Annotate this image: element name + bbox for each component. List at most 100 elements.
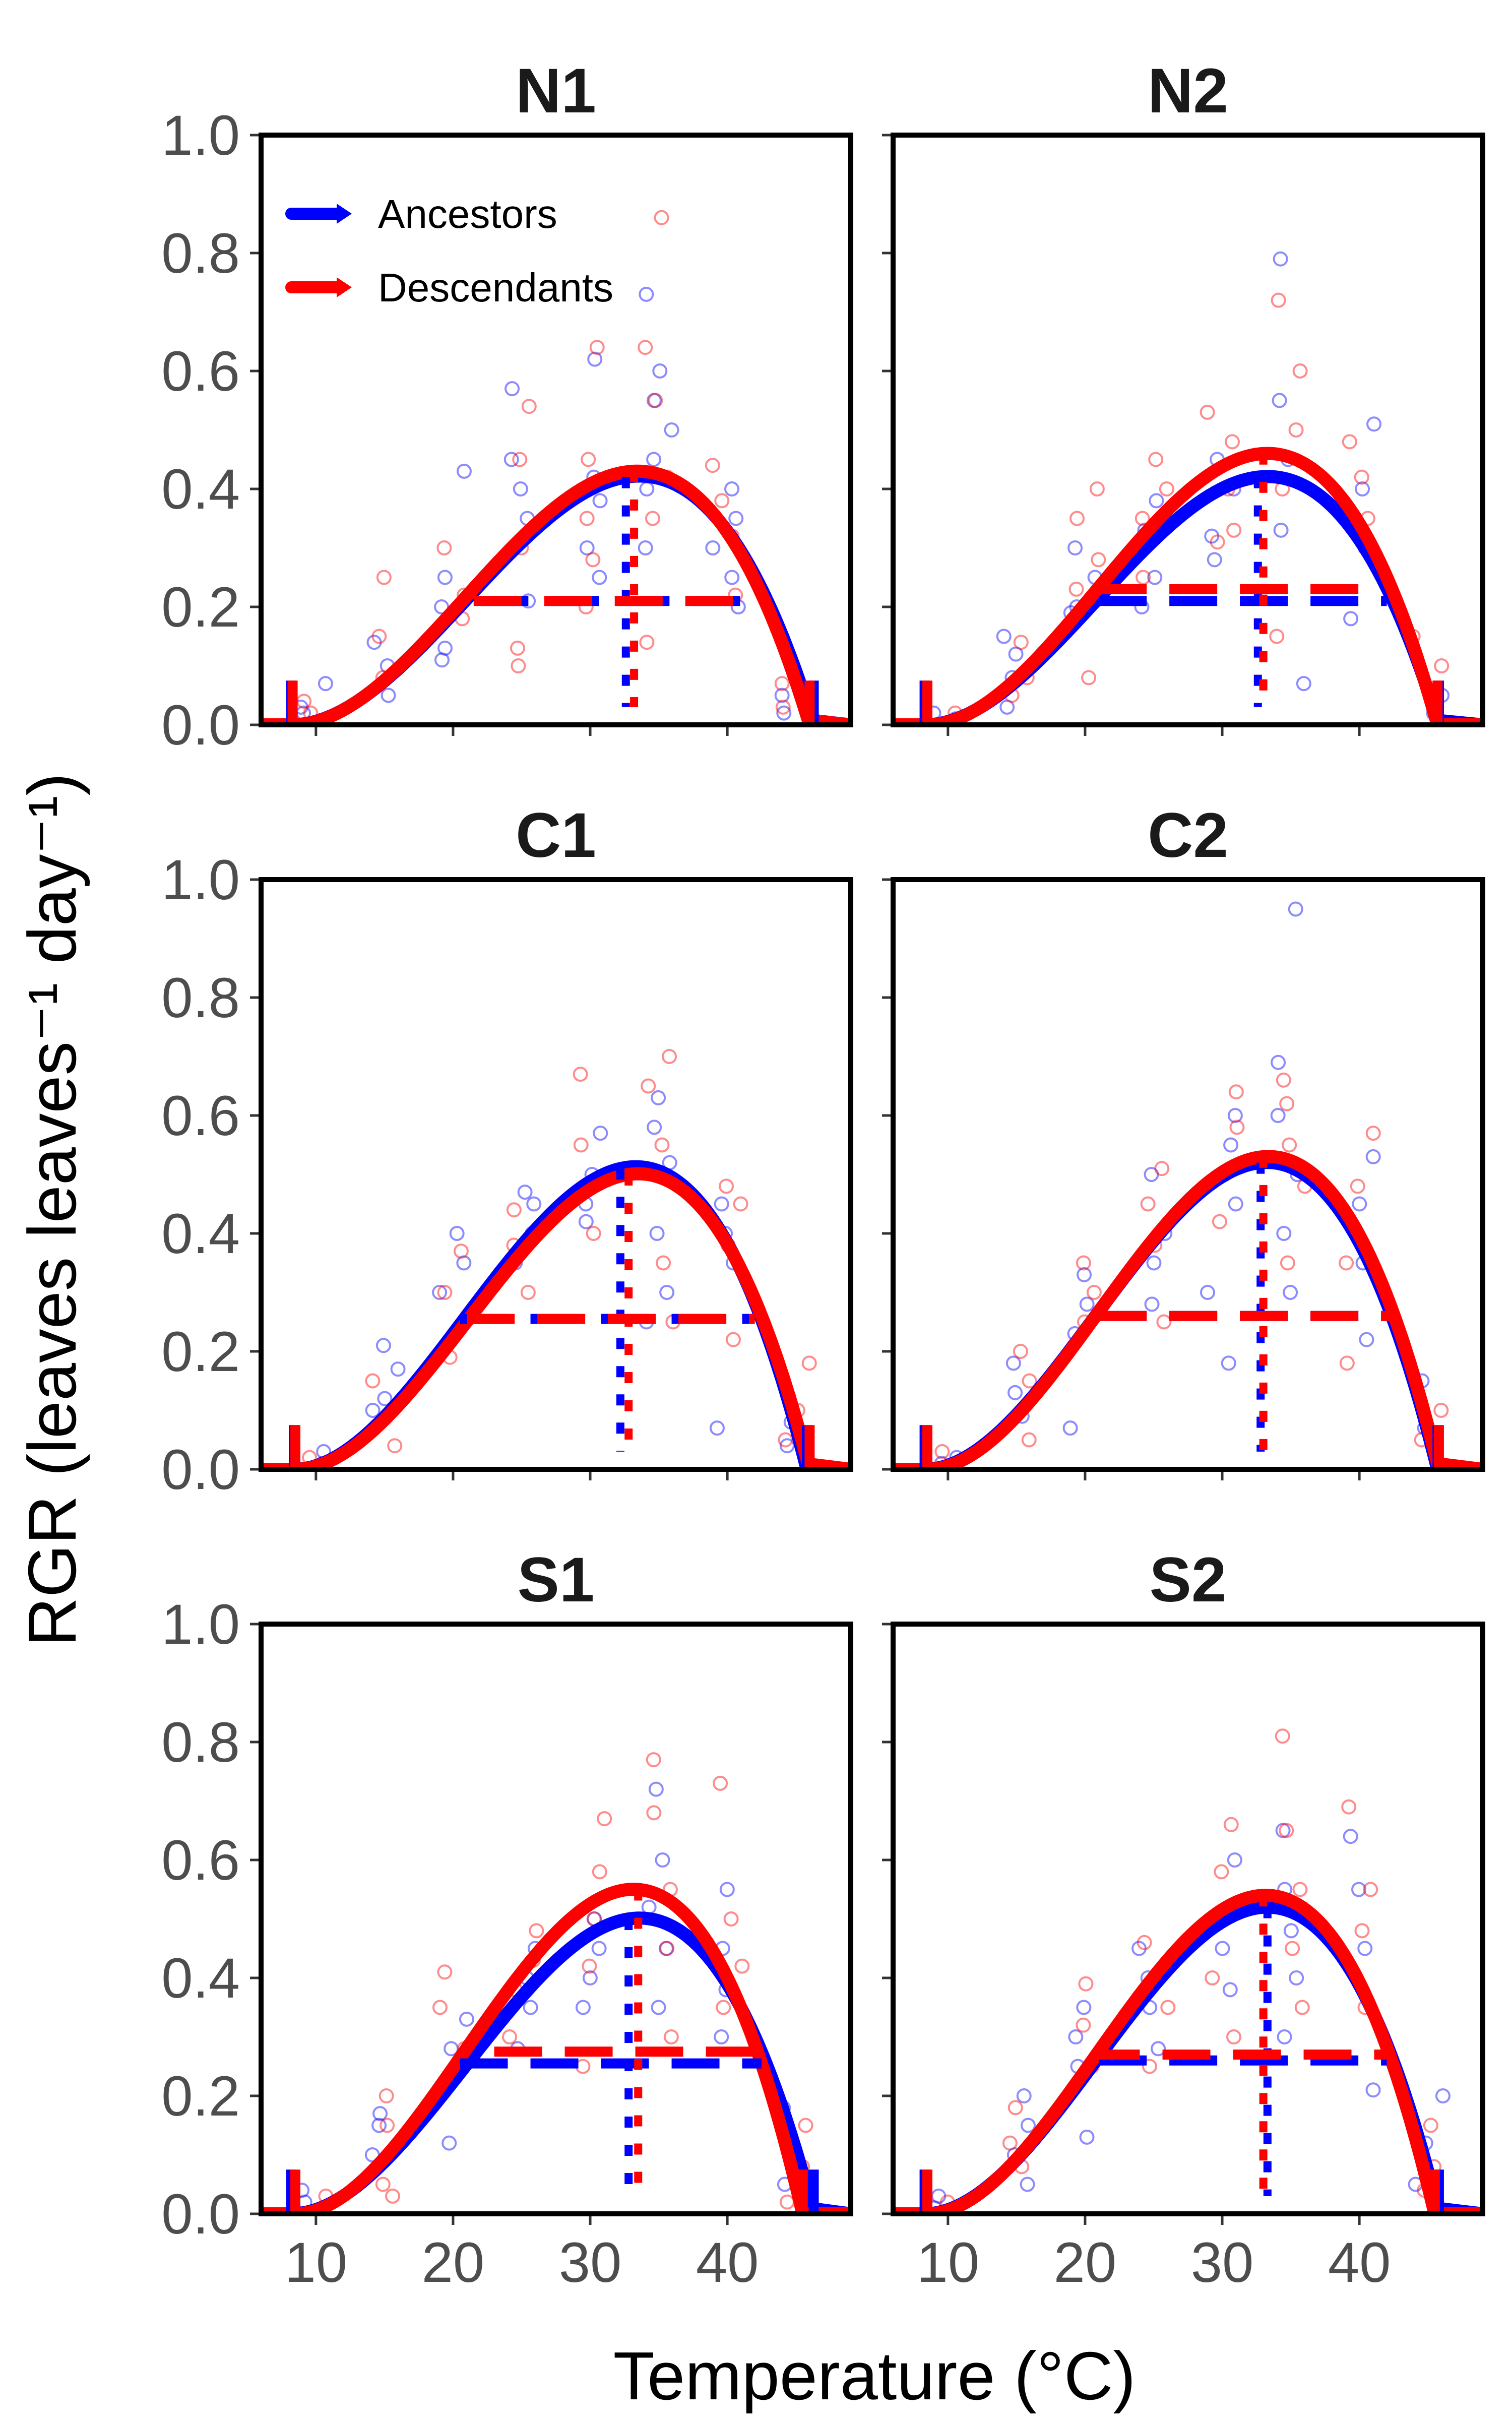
data-point-descendants [716,2000,731,2015]
data-point-descendants [432,2000,448,2015]
data-point-descendants [1078,1976,1094,1992]
data-point-ancestors [1222,1982,1238,1998]
data-point-ancestors [1351,1882,1367,1897]
x-tick-label: 40 [696,2231,759,2294]
data-point-descendants [1282,1137,1297,1153]
data-point-ancestors [999,699,1015,715]
data-point-ancestors [372,2106,388,2122]
data-point-ancestors [505,381,520,397]
data-point-ancestors [728,511,744,526]
data-point-ancestors [1227,1852,1242,1868]
y-tick-label: 0.6 [161,340,240,403]
data-point-descendants [705,458,720,473]
y-tick-label: 0.2 [161,576,240,639]
data-point-ancestors [1204,528,1220,544]
legend-label-descendants: Descendants [378,265,613,310]
data-point-ancestors [513,481,528,496]
data-point-ancestors [996,629,1012,644]
data-point-descendants [380,2118,395,2133]
data-point-descendants [1205,1970,1220,1985]
y-tick-label: 0.8 [161,966,240,1029]
data-point-descendants [1271,292,1286,308]
data-point-ancestors [648,1781,664,1797]
data-point-ancestors [442,2135,457,2151]
data-point-descendants [1226,2029,1242,2044]
data-point-descendants [646,1805,662,1821]
data-point-descendants [385,2188,401,2204]
plot-area [893,251,1483,725]
data-point-ancestors [1144,1296,1160,1312]
fitted-curve-descendants [893,1889,1483,2214]
data-point-descendants [365,1373,381,1389]
x-tick-label: 40 [1328,2231,1391,2294]
data-point-descendants [1279,1823,1294,1838]
data-point-ancestors [1283,1923,1299,1939]
x-tick-label: 20 [422,2231,485,2294]
data-point-ancestors [638,540,653,555]
data-point-descendants [654,1137,670,1153]
data-point-ancestors [575,2000,591,2015]
data-point-descendants [714,493,730,509]
data-point-descendants [1136,570,1151,585]
data-point-ancestors [381,688,396,703]
data-point-descendants [1229,1120,1245,1135]
data-point-ancestors [459,2011,474,2027]
data-point-descendants [638,340,653,355]
data-point-descendants [1007,2100,1023,2116]
plot-area [893,1728,1483,2214]
data-point-descendants [1292,363,1308,379]
data-point-descendants [723,1911,739,1927]
data-point-descendants [778,1432,793,1448]
panel-frame [891,877,1485,1472]
data-point-ancestors [1067,540,1083,555]
plot-area [893,901,1483,1469]
data-point-descendants [1021,1432,1037,1448]
y-tick-label: 0.6 [161,1084,240,1147]
data-point-ancestors [432,1285,448,1300]
data-point-descendants [798,2118,813,2133]
data-point-ancestors [517,1185,533,1200]
data-point-ancestors [1131,1941,1147,1956]
data-point-descendants [597,1811,612,1827]
data-point-descendants [1225,434,1240,450]
data-point-ancestors [714,1196,729,1212]
data-point-ancestors [1296,676,1311,692]
data-point-descendants [1086,1285,1102,1300]
y-tick-label: 0.4 [161,458,240,521]
data-point-descendants [656,1255,671,1271]
panel-s1: S1 0.0 0.2 0.4 0.6 0.8 1.0 10 20 30 40 [161,1545,853,2294]
data-point-ancestors [1355,481,1370,496]
data-point-ancestors [709,1420,725,1436]
data-point-descendants [1423,2118,1438,2133]
data-point-descendants [1076,2017,1091,2033]
data-point-ancestors [318,676,333,692]
x-tick-label: 10 [285,2231,348,2294]
data-point-ancestors [1228,1196,1243,1212]
data-point-ancestors [1007,1385,1023,1400]
data-point-ancestors [375,1338,391,1353]
data-point-ancestors [774,688,790,703]
data-point-descendants [774,676,790,692]
data-point-descendants [1350,1178,1365,1194]
data-point-descendants [511,658,526,673]
data-point-descendants [586,1226,601,1241]
data-point-descendants [573,1067,588,1082]
data-point-ancestors [1068,2029,1084,2044]
y-tick-label: 1.0 [161,104,240,167]
data-point-descendants [662,1049,677,1064]
data-point-ancestors [724,481,740,496]
data-point-descendants [1434,658,1450,673]
data-point-ancestors [444,2041,459,2057]
data-point-descendants [436,540,452,555]
data-point-ancestors [1271,1054,1286,1070]
data-point-descendants [733,1196,748,1212]
data-point-ancestors [582,1970,598,1985]
data-point-descendants [1160,2000,1176,2015]
panel-title: S2 [1150,1545,1227,1615]
data-point-descendants [1275,1728,1290,1744]
panel-n1: N1 0.0 0.2 0.4 0.6 0.8 1.0 [161,56,853,757]
data-point-ancestors [1283,1285,1298,1300]
panel-s2: S2 10 20 30 40 [882,1545,1485,2294]
data-point-ancestors [1272,393,1287,408]
data-point-ancestors [526,1196,542,1212]
